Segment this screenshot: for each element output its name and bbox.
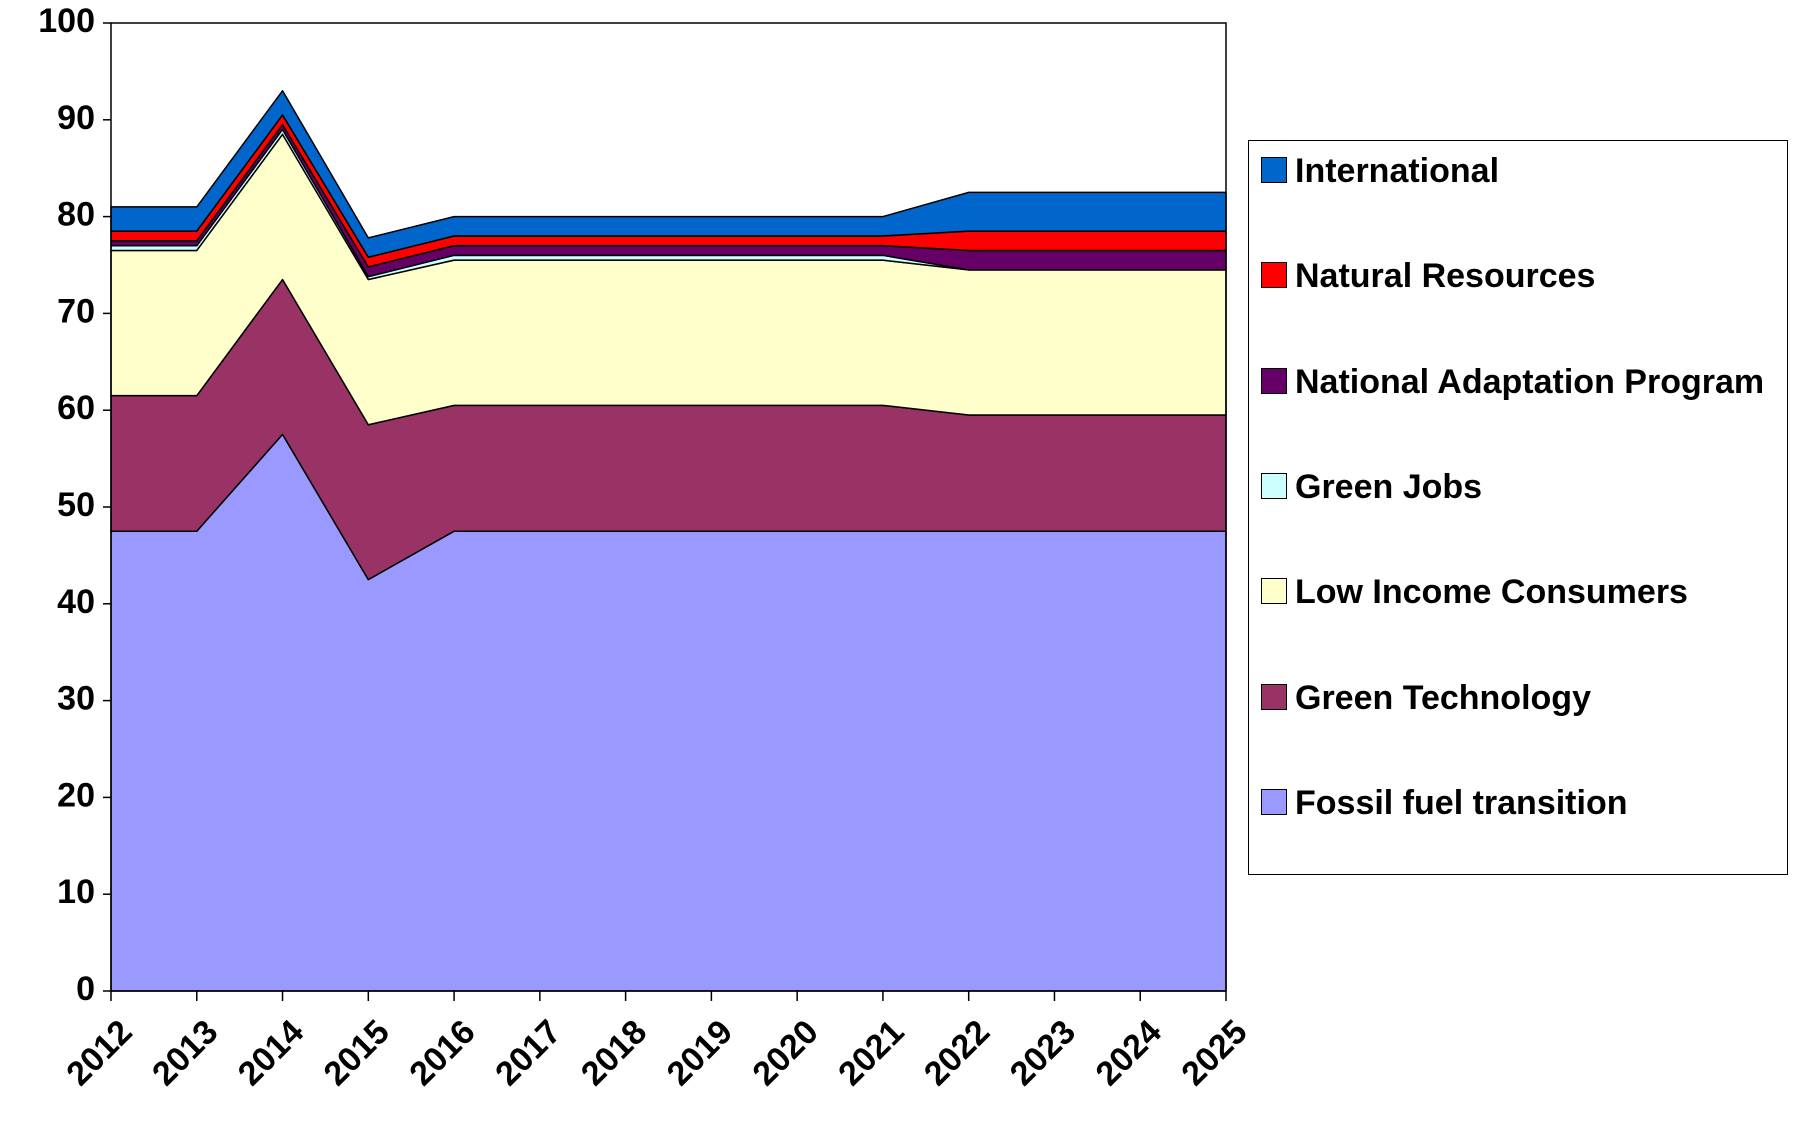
x-tick-label: 2014	[231, 1013, 311, 1093]
legend-item: Low Income Consumers	[1261, 570, 1770, 614]
legend: International Natural Resources National A…	[1248, 140, 1788, 875]
legend-item: Fossil fuel transition	[1261, 781, 1770, 825]
x-tick-label: 2015	[317, 1013, 397, 1093]
x-tick-label: 2018	[574, 1013, 654, 1093]
legend-swatch	[1261, 157, 1287, 183]
y-tick-label: 10	[57, 873, 95, 911]
y-tick-label: 70	[57, 292, 95, 330]
y-tick-label: 30	[57, 680, 95, 718]
x-tick-label: 2025	[1174, 1013, 1254, 1093]
legend-label: Fossil fuel transition	[1295, 783, 1628, 822]
x-tick-label: 2012	[59, 1013, 139, 1093]
legend-swatch	[1261, 683, 1287, 710]
legend-label: Low Income Consumers	[1295, 573, 1688, 612]
legend-swatch	[1261, 578, 1287, 605]
y-tick-label: 80	[57, 196, 95, 234]
y-tick-label: 0	[76, 970, 95, 1008]
x-tick-label: 2017	[488, 1013, 568, 1093]
y-tick-label: 90	[57, 99, 95, 137]
x-tick-label: 2020	[745, 1013, 825, 1093]
y-tick-label: 60	[57, 389, 95, 427]
legend-label: National Adaptation Program	[1295, 362, 1765, 401]
legend-swatch	[1261, 262, 1287, 289]
legend-label: Green Jobs	[1295, 467, 1483, 506]
legend-item: Natural Resources	[1261, 254, 1770, 298]
legend-label: International	[1295, 152, 1500, 190]
x-tick-label: 2016	[402, 1013, 482, 1093]
legend-swatch	[1261, 788, 1287, 815]
legend-swatch	[1261, 472, 1287, 499]
y-tick-label: 40	[57, 583, 95, 621]
legend-item: International	[1261, 149, 1770, 193]
y-tick-label: 50	[57, 486, 95, 524]
x-tick-label: 2019	[660, 1013, 740, 1093]
x-tick-label: 2021	[831, 1013, 911, 1093]
legend-item: Green Jobs	[1261, 465, 1770, 509]
x-tick-label: 2024	[1089, 1013, 1169, 1093]
x-tick-label: 2022	[917, 1013, 997, 1093]
x-tick-label: 2023	[1003, 1013, 1083, 1093]
legend-item: National Adaptation Program	[1261, 360, 1770, 404]
legend-swatch	[1261, 367, 1287, 394]
legend-item: Green Technology	[1261, 676, 1770, 720]
legend-label: Natural Resources	[1295, 257, 1596, 296]
legend-label: Green Technology	[1295, 678, 1591, 717]
y-tick-label: 100	[38, 2, 95, 40]
x-tick-label: 2013	[145, 1013, 225, 1093]
y-tick-label: 20	[57, 776, 95, 814]
